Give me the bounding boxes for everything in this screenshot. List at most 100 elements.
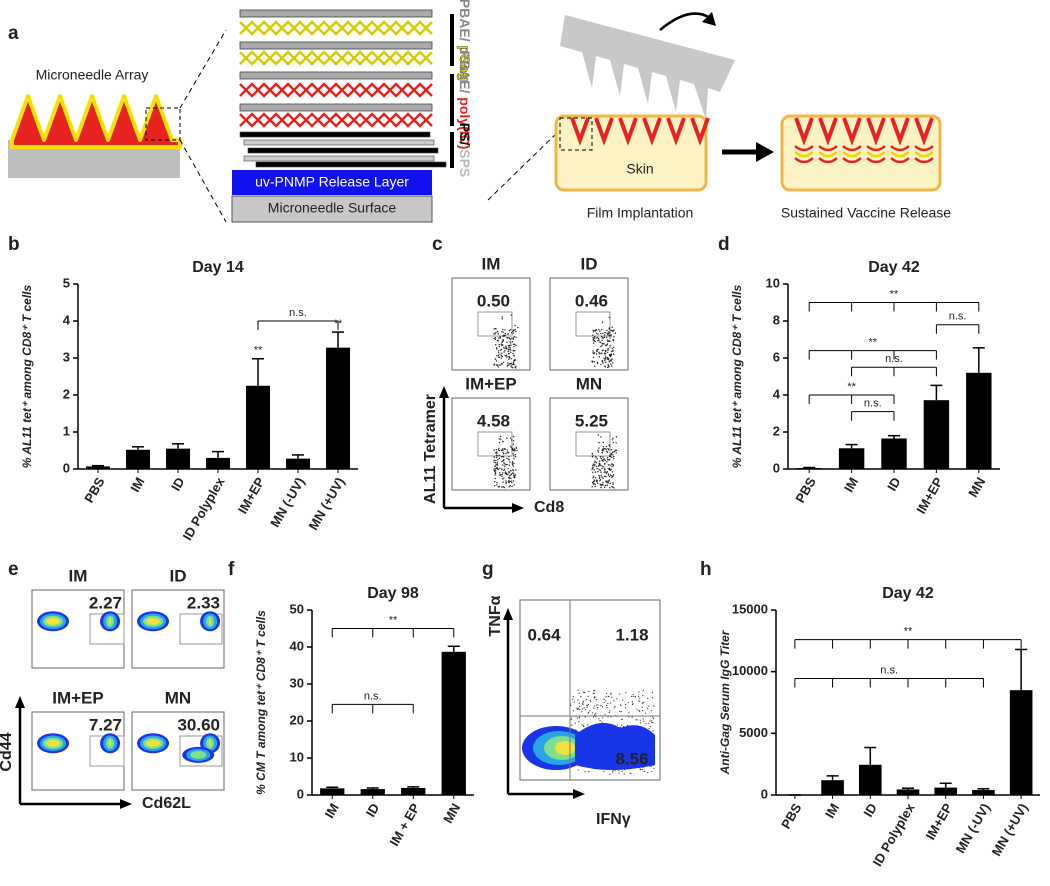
dot xyxy=(651,697,654,699)
y-axis-label: Anti-Gag Serum IgG Titer xyxy=(718,629,732,775)
bar xyxy=(126,449,150,469)
layer-outer: PS/ xyxy=(457,123,473,146)
dot xyxy=(605,350,607,352)
dot xyxy=(653,705,655,707)
dot xyxy=(587,712,590,714)
dot xyxy=(499,467,501,470)
dot xyxy=(602,481,604,484)
dot xyxy=(501,355,503,358)
dot xyxy=(613,457,615,460)
dot xyxy=(505,480,507,482)
arrowhead xyxy=(573,789,585,799)
dot xyxy=(511,481,513,484)
x-tick-label: ID xyxy=(860,801,879,820)
density xyxy=(209,739,212,747)
axis-label: TNFα xyxy=(487,595,504,636)
dot xyxy=(651,770,653,773)
dot xyxy=(594,486,596,488)
dot xyxy=(609,337,611,339)
dot xyxy=(601,321,604,323)
helix xyxy=(239,82,433,98)
dot xyxy=(595,329,597,331)
arrowhead xyxy=(15,696,25,708)
zoom-line xyxy=(487,129,561,201)
dot xyxy=(613,487,615,489)
dot xyxy=(503,465,506,467)
helix xyxy=(239,50,433,66)
panel-letters: a b c d e f g h xyxy=(8,23,730,580)
panel-letter: h xyxy=(700,559,712,580)
dot xyxy=(503,477,505,479)
dot xyxy=(586,705,588,707)
y-axis-label: % AL11 tet⁺ among CD8⁺ T cells xyxy=(20,284,34,468)
dot xyxy=(611,365,613,367)
dot xyxy=(497,455,499,457)
dot xyxy=(638,691,640,693)
dot xyxy=(510,332,513,334)
dot xyxy=(609,344,611,347)
dot xyxy=(603,469,606,471)
dot xyxy=(507,467,509,470)
dot xyxy=(510,338,512,341)
layer xyxy=(243,155,435,162)
dot xyxy=(611,485,613,488)
dot xyxy=(588,770,590,773)
release-arc xyxy=(866,145,886,152)
dot xyxy=(508,358,510,360)
axis-label: AL11 Tetramer xyxy=(422,394,439,504)
dot xyxy=(577,699,579,701)
dot xyxy=(606,358,609,360)
dot xyxy=(593,692,595,694)
dot xyxy=(604,468,606,470)
dot xyxy=(513,484,515,486)
dot xyxy=(513,476,515,479)
dot xyxy=(494,474,496,476)
dot xyxy=(498,454,501,456)
dot xyxy=(597,434,600,436)
dot xyxy=(504,355,506,357)
dot xyxy=(501,316,504,318)
dot xyxy=(498,438,500,440)
dot xyxy=(512,449,515,452)
dot xyxy=(638,695,640,697)
dot xyxy=(510,474,512,476)
dot xyxy=(571,717,573,719)
dot xyxy=(602,477,604,480)
dot xyxy=(517,326,519,329)
dot xyxy=(501,331,503,333)
dot xyxy=(497,458,499,461)
dot xyxy=(512,469,514,471)
dot xyxy=(600,457,602,460)
dot xyxy=(624,707,627,709)
dot xyxy=(600,332,602,335)
y-tick-label: 1 xyxy=(63,423,70,438)
dot xyxy=(594,471,597,473)
skin xyxy=(554,114,708,192)
dot xyxy=(494,358,497,360)
layer xyxy=(247,147,439,154)
dot xyxy=(602,362,604,364)
dot xyxy=(493,456,495,458)
dot xyxy=(508,477,510,479)
dot xyxy=(601,328,603,331)
dot xyxy=(595,465,597,468)
dot xyxy=(510,445,512,448)
dot xyxy=(509,480,511,483)
dot xyxy=(598,474,600,477)
dot xyxy=(650,765,652,767)
dot xyxy=(506,457,508,459)
dot xyxy=(511,485,513,488)
dot xyxy=(608,327,610,329)
dot xyxy=(504,332,506,335)
dot xyxy=(643,770,645,773)
dot xyxy=(606,339,608,341)
bar xyxy=(966,372,992,469)
bar xyxy=(838,448,865,469)
x-tick-label: PBS xyxy=(81,474,108,505)
dot xyxy=(652,722,654,724)
release-arc xyxy=(914,151,934,158)
dot xyxy=(611,439,614,441)
dot xyxy=(603,770,605,773)
dot xyxy=(585,698,587,701)
dot xyxy=(611,465,613,468)
